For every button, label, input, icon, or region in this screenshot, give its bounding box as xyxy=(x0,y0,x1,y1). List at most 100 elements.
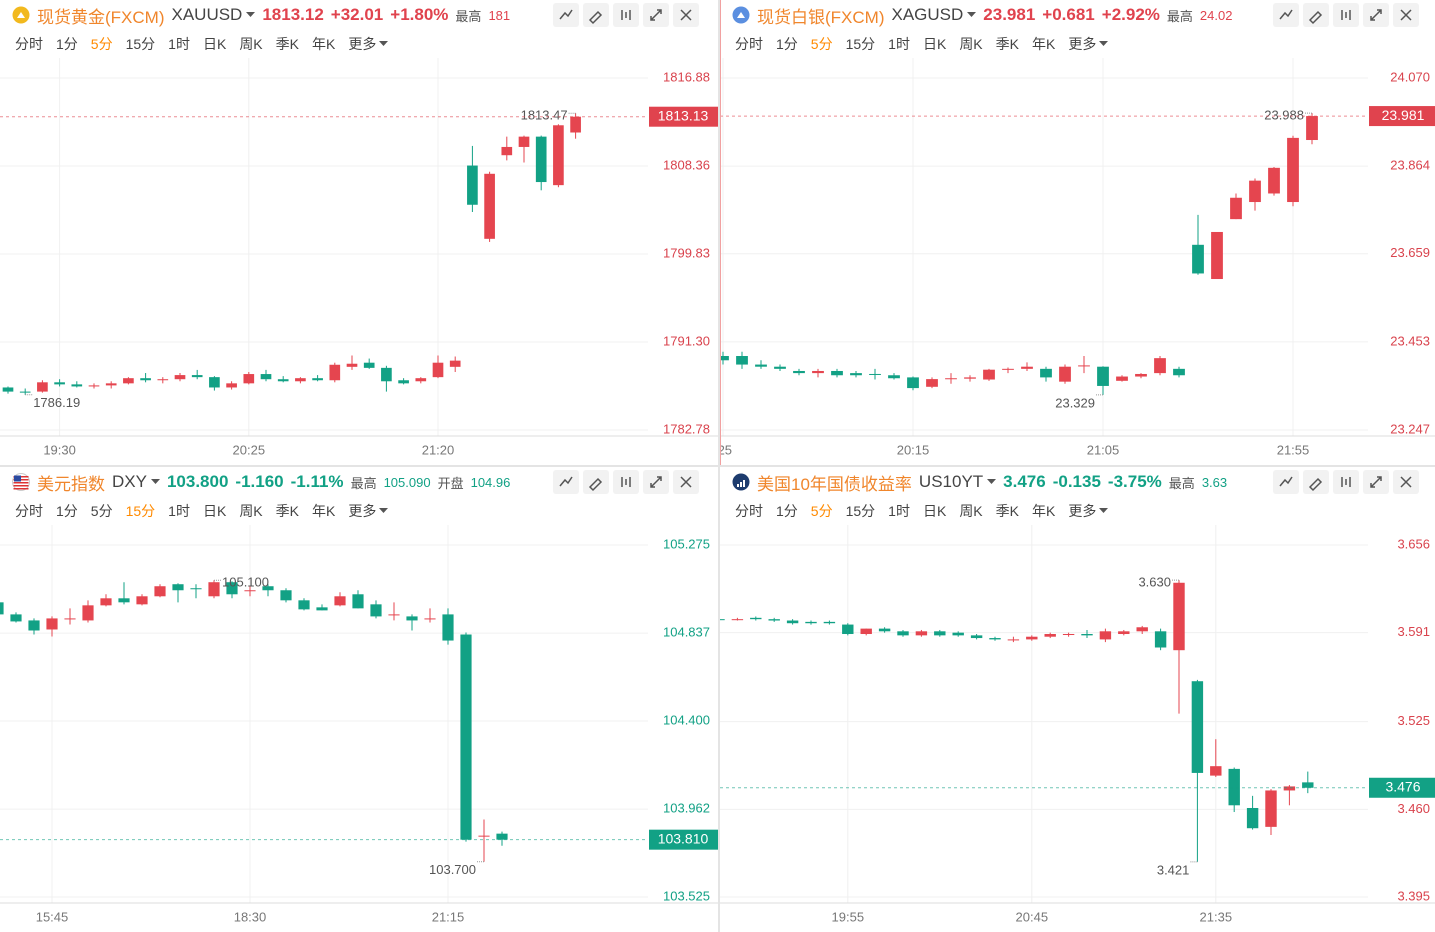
tool-button[interactable] xyxy=(1393,470,1419,494)
candle-body xyxy=(64,618,76,620)
period-tab[interactable]: 年K xyxy=(312,36,336,52)
period-tab[interactable]: 日K xyxy=(202,503,227,519)
period-tab[interactable]: 周K xyxy=(959,503,983,519)
toolbar xyxy=(553,470,699,494)
tool-glyph xyxy=(1308,477,1323,492)
candle-body xyxy=(209,377,220,388)
tool-icon xyxy=(1341,10,1351,20)
period-tab[interactable]: 1时 xyxy=(888,36,910,52)
candle-body xyxy=(226,582,238,595)
period-tab[interactable]: 季K xyxy=(995,503,1019,519)
period-tab[interactable]: 5分 xyxy=(810,36,833,52)
period-tab[interactable]: 季K xyxy=(275,36,299,52)
tool-button[interactable] xyxy=(553,3,579,27)
period-tab[interactable]: 15分 xyxy=(125,36,156,52)
tool-icon xyxy=(588,10,603,25)
instrument-name: 美国10年国债收益率 xyxy=(757,474,912,494)
tool-button[interactable] xyxy=(1303,3,1329,27)
tool-button[interactable] xyxy=(1363,3,1389,27)
tool-button[interactable] xyxy=(643,3,669,27)
period-tab[interactable]: 季K xyxy=(275,503,299,519)
period-tab[interactable]: 更多 xyxy=(348,501,389,521)
period-tab[interactable]: 日K xyxy=(922,36,947,52)
period-tab[interactable]: 更多 xyxy=(1068,34,1109,54)
period-tab[interactable]: 年K xyxy=(1032,503,1056,519)
candle-body xyxy=(280,590,292,601)
candle-body xyxy=(312,378,323,381)
symbol-code: US10YT xyxy=(918,472,984,491)
tool-button[interactable] xyxy=(1333,3,1359,27)
period-tab[interactable]: 1分 xyxy=(776,36,798,52)
tool-button[interactable] xyxy=(673,3,699,27)
period-tab[interactable]: 1时 xyxy=(168,36,190,52)
candle-body xyxy=(381,367,392,382)
tool-button[interactable] xyxy=(1273,470,1299,494)
period-tabs: 分时 1分 5分 15分 1时 日K 周K 季K 年K 更多 xyxy=(15,498,389,524)
candle-body xyxy=(415,378,427,382)
tool-button[interactable] xyxy=(1333,470,1359,494)
price: 23.981 xyxy=(983,5,1036,24)
period-tab[interactable]: 分时 xyxy=(735,36,763,52)
candle-body xyxy=(262,586,274,591)
candle-body xyxy=(1078,365,1090,367)
chart-panel: 现货白银(FXCM) XAGUSD 23.981 +0.681 +2.92% 最高 24.0… xyxy=(720,0,1435,465)
period-tab[interactable]: 年K xyxy=(1032,36,1056,52)
tool-button[interactable] xyxy=(1273,3,1299,27)
tool-button[interactable] xyxy=(1393,3,1419,27)
period-tab[interactable]: 5分 xyxy=(90,503,113,519)
tool-glyph xyxy=(1279,9,1293,20)
y-tick-label: 23.864 xyxy=(1390,158,1430,173)
period-tab[interactable]: 5分 xyxy=(810,503,833,519)
candle-body xyxy=(398,380,409,384)
caret xyxy=(150,479,160,484)
candle-body xyxy=(501,146,513,156)
chart-panel: 现货黄金(FXCM) XAUUSD 1813.12 +32.01 +1.80% 最高 181… xyxy=(0,0,718,465)
period-tab[interactable]: 1时 xyxy=(888,503,910,519)
period-tab[interactable]: 5分 xyxy=(90,36,113,52)
candle-body xyxy=(105,383,117,386)
candle-body xyxy=(720,619,725,621)
tool-button[interactable] xyxy=(613,3,639,27)
candle-body xyxy=(295,378,306,382)
period-tab[interactable]: 更多 xyxy=(1068,501,1109,521)
period-tab[interactable]: 周K xyxy=(239,503,263,519)
toolbar xyxy=(1273,3,1419,27)
period-tab[interactable]: 1分 xyxy=(776,503,798,519)
tool-glyph xyxy=(588,477,603,492)
tool-button[interactable] xyxy=(1363,470,1389,494)
tool-button[interactable] xyxy=(583,3,609,27)
candle-body xyxy=(720,356,729,361)
period-tab[interactable]: 1分 xyxy=(56,36,78,52)
tool-button[interactable] xyxy=(673,470,699,494)
low-annotation: 3.421 xyxy=(1157,862,1190,877)
period-tab[interactable]: 分时 xyxy=(15,36,43,52)
tool-glyph xyxy=(1341,477,1351,487)
icon-bar xyxy=(740,482,742,487)
candle-body xyxy=(460,634,472,840)
period-tab[interactable]: 分时 xyxy=(735,503,763,519)
period-tab[interactable]: 日K xyxy=(922,503,947,519)
candle-body xyxy=(363,362,375,368)
period-tab[interactable]: 周K xyxy=(239,36,263,52)
candle-body xyxy=(1097,366,1109,386)
tool-button[interactable] xyxy=(1303,470,1329,494)
period-tab[interactable]: 15分 xyxy=(845,36,876,52)
tool-icon xyxy=(1370,9,1382,21)
period-tab[interactable]: 15分 xyxy=(125,503,156,519)
period-tab[interactable]: 1分 xyxy=(56,503,78,519)
period-tab[interactable]: 日K xyxy=(202,36,227,52)
period-tab[interactable]: 季K xyxy=(995,36,1019,52)
candle-body xyxy=(1287,137,1299,203)
period-tab[interactable]: 周K xyxy=(959,36,983,52)
period-tab[interactable]: 年K xyxy=(312,503,336,519)
period-tab[interactable]: 分时 xyxy=(15,503,43,519)
tool-button[interactable] xyxy=(613,470,639,494)
period-tab[interactable]: 更多 xyxy=(348,34,389,54)
tool-button[interactable] xyxy=(553,470,579,494)
caret-shape xyxy=(987,479,997,484)
period-tab[interactable]: 15分 xyxy=(845,503,876,519)
tool-button[interactable] xyxy=(583,470,609,494)
period-tab[interactable]: 1时 xyxy=(168,503,190,519)
tool-button[interactable] xyxy=(643,470,669,494)
x-tick-label: 21:55 xyxy=(1277,442,1310,457)
